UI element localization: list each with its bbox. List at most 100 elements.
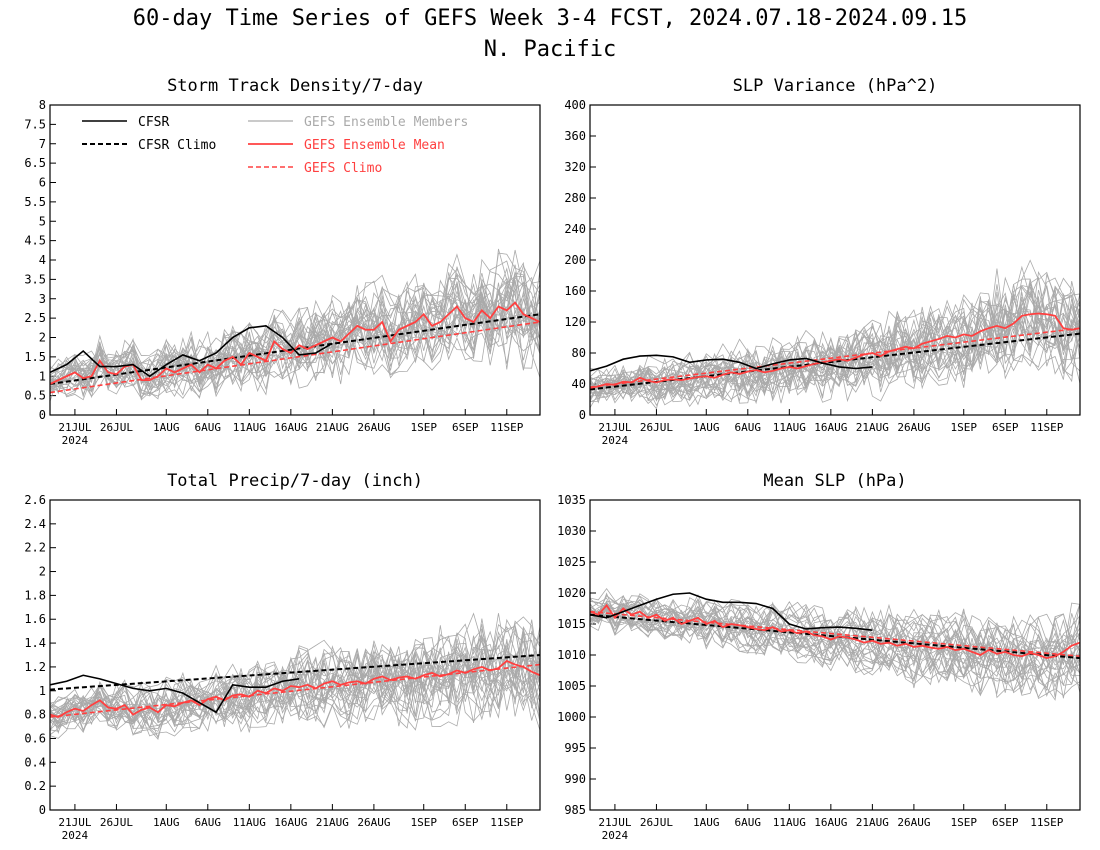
y-tick-label: 240	[564, 222, 586, 236]
ensemble-member-line	[590, 605, 1080, 699]
panel-title: Total Precip/7-day (inch)	[167, 471, 423, 491]
y-tick-label: 2	[39, 565, 46, 579]
y-tick-label: 1.2	[24, 660, 46, 674]
y-tick-label: 985	[564, 803, 586, 817]
figure-title: 60-day Time Series of GEFS Week 3-4 FCST…	[133, 6, 967, 31]
y-tick-label: 120	[564, 315, 586, 329]
x-tick-label: 26AUG	[897, 421, 930, 434]
x-tick-label: 11AUG	[233, 421, 266, 434]
y-tick-label: 1	[39, 369, 46, 383]
ensemble-member-line	[590, 608, 1080, 683]
y-tick-label: 995	[564, 741, 586, 755]
x-tick-label: 26AUG	[357, 816, 390, 829]
plot-area	[50, 612, 540, 740]
plot-area	[590, 587, 1080, 701]
y-tick-label: 1005	[557, 679, 586, 693]
x-tick-label: 11AUG	[233, 816, 266, 829]
panel-title: Mean SLP (hPa)	[763, 471, 906, 491]
x-tick-label: 16AUG	[274, 421, 307, 434]
y-tick-label: 1000	[557, 710, 586, 724]
y-tick-label: 1.8	[24, 588, 46, 602]
y-tick-label: 3	[39, 292, 46, 306]
y-tick-label: 5	[39, 214, 46, 228]
plot-area	[590, 259, 1080, 410]
x-tick-label: 1SEP	[410, 421, 437, 434]
x-tick-label: 6SEP	[452, 816, 479, 829]
cfsr-climo-line	[50, 654, 540, 691]
ensemble-member-line	[590, 270, 1080, 396]
ensemble-member-line	[590, 291, 1080, 398]
ensemble-member-line	[590, 293, 1080, 391]
legend-label-cfsr: CFSR	[138, 115, 169, 130]
x-tick-label: 21AUG	[316, 421, 349, 434]
x-tick-label: 21AUG	[316, 816, 349, 829]
x-tick-label: 1AUG	[153, 816, 180, 829]
cfsr-line	[590, 354, 873, 372]
ensemble-mean-line	[590, 312, 1080, 389]
y-tick-label: 990	[564, 772, 586, 786]
y-tick-label: 0	[39, 408, 46, 422]
y-tick-label: 7	[39, 137, 46, 151]
cfsr-climo-line	[590, 613, 1080, 660]
ensemble-member-line	[50, 249, 540, 390]
y-tick-label: 0.8	[24, 708, 46, 722]
x-tick-label: 11SEP	[490, 816, 523, 829]
plot-frame	[49, 499, 541, 811]
y-tick-label: 2	[39, 331, 46, 345]
ensemble-member-line	[50, 279, 540, 397]
y-tick-label: 1010	[557, 648, 586, 662]
plot-frame	[589, 104, 1081, 416]
y-tick-label: 0.4	[24, 755, 46, 769]
y-tick-label: 4.5	[24, 234, 46, 248]
x-tick-label: 11AUG	[773, 816, 806, 829]
ensemble-member-line	[590, 285, 1080, 392]
year-label: 2024	[62, 434, 89, 447]
cfsr-line	[50, 325, 333, 378]
x-tick-label: 11SEP	[1030, 816, 1063, 829]
year-label: 2024	[602, 434, 629, 447]
x-tick-label: 6AUG	[735, 421, 762, 434]
x-tick-label: 1AUG	[153, 421, 180, 434]
year-label: 2024	[602, 829, 629, 842]
y-tick-label: 1.4	[24, 636, 46, 650]
x-tick-label: 21AUG	[856, 816, 889, 829]
y-tick-label: 1	[39, 684, 46, 698]
y-tick-label: 160	[564, 284, 586, 298]
x-tick-label: 21JUL	[598, 816, 631, 829]
x-tick-label: 21AUG	[856, 421, 889, 434]
y-tick-label: 2.2	[24, 541, 46, 555]
y-tick-label: 360	[564, 129, 586, 143]
x-tick-label: 16AUG	[274, 816, 307, 829]
y-tick-label: 400	[564, 98, 586, 112]
y-tick-label: 2.5	[24, 311, 46, 325]
ensemble-mean-line	[50, 659, 540, 718]
ensemble-member-line	[590, 304, 1080, 404]
panel-title: SLP Variance (hPa^2)	[733, 76, 938, 96]
ensemble-mean-line	[590, 603, 1080, 660]
panel-2: SLP Variance (hPa^2) 0 40 80 120 160 200 240 280…	[564, 76, 1081, 447]
gefs-climo-line	[50, 663, 540, 718]
ensemble-member-line	[50, 618, 540, 723]
x-tick-label: 26JUL	[100, 816, 133, 829]
ensemble-member-line	[50, 253, 540, 374]
cfsr-line	[50, 674, 300, 714]
y-tick-label: 40	[572, 377, 586, 391]
x-tick-label: 6SEP	[992, 421, 1019, 434]
legend-label-gefs-climo: GEFS Climo	[304, 161, 382, 176]
y-tick-label: 0	[579, 408, 586, 422]
ensemble-member-line	[50, 633, 540, 728]
x-tick-label: 1SEP	[950, 816, 977, 829]
panels: Storm Track Density/7-day 0 0.5 1 1.5 2 2.5 3 3.…	[24, 76, 1081, 842]
y-tick-label: 1030	[557, 524, 586, 538]
x-tick-label: 26JUL	[640, 421, 673, 434]
x-tick-label: 16AUG	[814, 421, 847, 434]
x-tick-label: 16AUG	[814, 816, 847, 829]
y-tick-label: 0.2	[24, 779, 46, 793]
panel-title: Storm Track Density/7-day	[167, 76, 423, 96]
legend-label-cfsr-climo: CFSR Climo	[138, 138, 216, 153]
x-tick-label: 26JUL	[100, 421, 133, 434]
x-tick-label: 1AUG	[693, 421, 720, 434]
panel-1: Storm Track Density/7-day 0 0.5 1 1.5 2 2.5 3 3.…	[24, 76, 541, 447]
plot-area	[50, 248, 540, 402]
y-tick-label: 1025	[557, 555, 586, 569]
